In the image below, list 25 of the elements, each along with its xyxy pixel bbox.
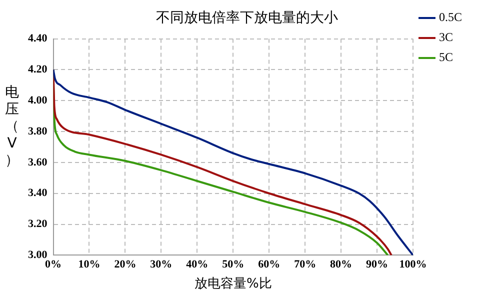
x-tick-label: 60%	[258, 258, 280, 271]
legend-label: 5C	[438, 50, 454, 64]
x-tick-label: 90%	[366, 258, 388, 271]
x-tick-label: 20%	[114, 258, 136, 271]
x-tick-label: 50%	[222, 258, 244, 271]
y-tick-label: 3.60	[28, 156, 48, 168]
legend-label: 3C	[438, 30, 454, 44]
x-tick-label: 10%	[78, 258, 100, 271]
y-tick-label: 3.20	[28, 218, 48, 230]
x-tick-label: 100%	[399, 258, 427, 271]
x-tick-label: 70%	[294, 258, 316, 271]
x-tick-label: 40%	[186, 258, 208, 271]
y-tick-label: 3.40	[28, 187, 48, 200]
y-tick-label: 4.00	[28, 94, 48, 106]
y-tick-label: 3.80	[28, 125, 48, 138]
legend-label: 0.5C	[438, 10, 462, 24]
x-axis-title: 放电容量%比	[194, 276, 272, 292]
x-tick-label: 0%	[45, 258, 62, 271]
y-tick-label: 4.40	[28, 32, 48, 45]
y-tick-label: 4.20	[28, 64, 48, 76]
y-axis-title: 电压（V）	[5, 84, 19, 169]
x-tick-label: 80%	[330, 258, 352, 271]
y-tick-label: 3.00	[28, 249, 48, 262]
chart-title: 不同放电倍率下放电量的大小	[156, 10, 338, 26]
x-tick-label: 30%	[150, 258, 172, 271]
